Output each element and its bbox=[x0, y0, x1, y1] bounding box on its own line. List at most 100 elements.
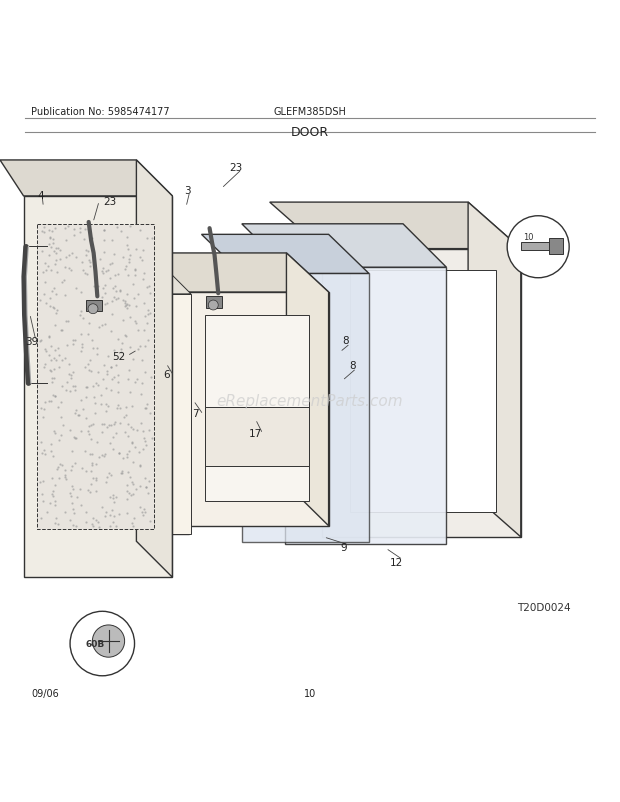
Point bbox=[61, 251, 71, 264]
Circle shape bbox=[507, 217, 569, 278]
Point bbox=[120, 427, 130, 439]
Point bbox=[100, 448, 110, 460]
Point bbox=[86, 478, 96, 491]
Point bbox=[106, 469, 116, 482]
Point bbox=[84, 223, 94, 236]
Point bbox=[81, 249, 91, 261]
Point bbox=[81, 505, 91, 518]
Point bbox=[125, 221, 135, 233]
Point bbox=[57, 354, 67, 367]
Point bbox=[48, 301, 58, 314]
Point bbox=[122, 448, 131, 461]
Point bbox=[123, 243, 133, 256]
Point bbox=[84, 420, 94, 433]
Point bbox=[138, 506, 148, 519]
Point bbox=[60, 261, 70, 274]
Point bbox=[53, 342, 63, 354]
Point bbox=[48, 485, 58, 498]
Point bbox=[70, 431, 80, 444]
Point bbox=[91, 474, 100, 487]
Point bbox=[104, 350, 113, 363]
Point bbox=[101, 383, 111, 395]
Text: 23: 23 bbox=[104, 196, 117, 207]
Point bbox=[93, 366, 103, 379]
Point bbox=[122, 288, 132, 301]
Point bbox=[43, 261, 53, 273]
Point bbox=[107, 308, 117, 321]
Point bbox=[50, 257, 60, 270]
Point bbox=[98, 282, 108, 294]
Point bbox=[45, 497, 55, 510]
Point bbox=[108, 489, 118, 502]
Point bbox=[100, 287, 110, 300]
Point bbox=[50, 517, 60, 530]
Point bbox=[115, 403, 125, 415]
Point bbox=[43, 395, 53, 407]
Point bbox=[109, 291, 119, 304]
Text: GLEFM385DSH: GLEFM385DSH bbox=[273, 107, 347, 117]
Point bbox=[139, 325, 149, 338]
Point bbox=[69, 223, 79, 236]
Point bbox=[86, 465, 95, 478]
Point bbox=[85, 486, 95, 499]
Point bbox=[105, 258, 115, 271]
Point bbox=[125, 386, 135, 399]
Point bbox=[110, 416, 120, 429]
Point bbox=[130, 375, 140, 388]
Point bbox=[132, 374, 142, 387]
Point bbox=[51, 266, 61, 279]
Point bbox=[46, 265, 56, 277]
Point bbox=[126, 489, 136, 502]
Point bbox=[117, 467, 127, 480]
Point bbox=[110, 269, 120, 282]
Point bbox=[136, 460, 146, 472]
Point bbox=[84, 428, 94, 441]
Point bbox=[122, 485, 132, 498]
Point bbox=[40, 345, 50, 358]
Point bbox=[47, 225, 57, 238]
Circle shape bbox=[88, 305, 98, 314]
Point bbox=[115, 416, 125, 429]
Point bbox=[53, 461, 63, 474]
Point bbox=[61, 384, 71, 397]
Text: 12: 12 bbox=[390, 557, 404, 567]
Point bbox=[87, 517, 97, 530]
Point bbox=[44, 350, 54, 363]
Point bbox=[109, 248, 119, 261]
Point bbox=[66, 424, 76, 437]
Point bbox=[107, 257, 117, 270]
Point bbox=[71, 404, 81, 417]
Point bbox=[46, 241, 56, 253]
Point bbox=[110, 285, 120, 298]
Point bbox=[41, 265, 51, 277]
Point bbox=[105, 491, 115, 504]
Point bbox=[108, 431, 118, 444]
Point bbox=[102, 366, 112, 379]
Point bbox=[116, 225, 126, 237]
Point bbox=[121, 402, 131, 415]
Circle shape bbox=[92, 626, 125, 658]
Point bbox=[86, 354, 95, 367]
Point bbox=[66, 464, 76, 477]
Point bbox=[76, 395, 86, 407]
Point bbox=[76, 483, 86, 496]
Polygon shape bbox=[205, 407, 309, 466]
Point bbox=[98, 267, 108, 280]
Point bbox=[51, 289, 61, 302]
Polygon shape bbox=[183, 293, 329, 526]
Point bbox=[37, 512, 46, 525]
Point bbox=[61, 290, 71, 302]
Point bbox=[122, 261, 131, 273]
Text: DOOR: DOOR bbox=[291, 125, 329, 139]
Point bbox=[35, 294, 45, 307]
Point bbox=[125, 311, 135, 324]
Point bbox=[80, 445, 90, 458]
Point bbox=[93, 379, 103, 392]
Point bbox=[54, 434, 64, 447]
Point bbox=[138, 443, 148, 456]
Point bbox=[44, 249, 54, 262]
Point bbox=[87, 418, 97, 431]
Point bbox=[97, 291, 107, 304]
Point bbox=[122, 302, 132, 315]
Point bbox=[138, 245, 148, 257]
